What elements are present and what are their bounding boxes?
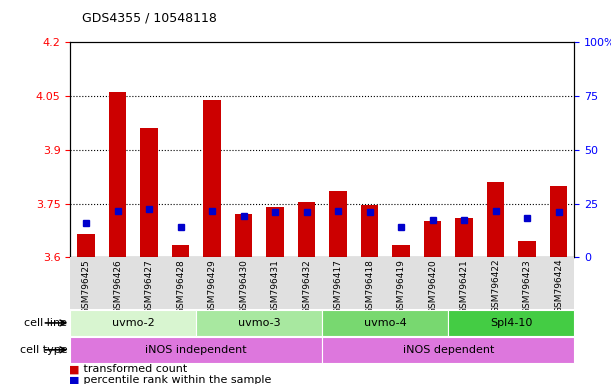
- Bar: [323, 337, 574, 363]
- Bar: [78, 234, 95, 257]
- Bar: [448, 310, 574, 336]
- Text: uvmo-2: uvmo-2: [112, 318, 155, 328]
- Text: GSM796432: GSM796432: [302, 259, 311, 314]
- Bar: [203, 99, 221, 257]
- Bar: [323, 310, 448, 336]
- Bar: [70, 337, 323, 363]
- Bar: [109, 93, 126, 257]
- Text: GSM796424: GSM796424: [554, 259, 563, 313]
- Text: GSM796423: GSM796423: [522, 259, 532, 314]
- Bar: [329, 191, 346, 257]
- Bar: [518, 241, 536, 257]
- Bar: [424, 222, 441, 257]
- Text: GSM796419: GSM796419: [397, 259, 406, 314]
- Text: GSM796417: GSM796417: [334, 259, 343, 314]
- Bar: [550, 185, 567, 257]
- Text: GSM796428: GSM796428: [176, 259, 185, 314]
- Bar: [196, 310, 323, 336]
- Text: ■: ■: [69, 375, 79, 384]
- Text: GSM796420: GSM796420: [428, 259, 437, 314]
- Text: GSM796427: GSM796427: [145, 259, 153, 314]
- Text: transformed count: transformed count: [80, 364, 188, 374]
- Bar: [361, 205, 378, 257]
- Text: GSM796426: GSM796426: [113, 259, 122, 314]
- Bar: [235, 214, 252, 257]
- Text: GDS4355 / 10548118: GDS4355 / 10548118: [82, 12, 218, 25]
- Bar: [141, 128, 158, 257]
- Bar: [298, 202, 315, 257]
- Text: GSM796422: GSM796422: [491, 259, 500, 313]
- Text: uvmo-3: uvmo-3: [238, 318, 280, 328]
- Text: GSM796431: GSM796431: [271, 259, 280, 314]
- Text: Spl4-10: Spl4-10: [490, 318, 533, 328]
- Bar: [172, 245, 189, 257]
- Text: iNOS independent: iNOS independent: [145, 345, 247, 355]
- Text: cell type: cell type: [20, 345, 67, 355]
- Bar: [487, 182, 504, 257]
- Bar: [266, 207, 284, 257]
- Text: ■: ■: [69, 364, 79, 374]
- Text: GSM796421: GSM796421: [459, 259, 469, 314]
- Text: percentile rank within the sample: percentile rank within the sample: [80, 375, 271, 384]
- Text: iNOS dependent: iNOS dependent: [403, 345, 494, 355]
- Text: GSM796429: GSM796429: [208, 259, 216, 314]
- Bar: [455, 218, 473, 257]
- Text: uvmo-4: uvmo-4: [364, 318, 407, 328]
- Text: GSM796430: GSM796430: [239, 259, 248, 314]
- Bar: [70, 310, 196, 336]
- Text: GSM796418: GSM796418: [365, 259, 374, 314]
- Text: cell line: cell line: [24, 318, 67, 328]
- Bar: [392, 245, 410, 257]
- Text: GSM796425: GSM796425: [81, 259, 90, 314]
